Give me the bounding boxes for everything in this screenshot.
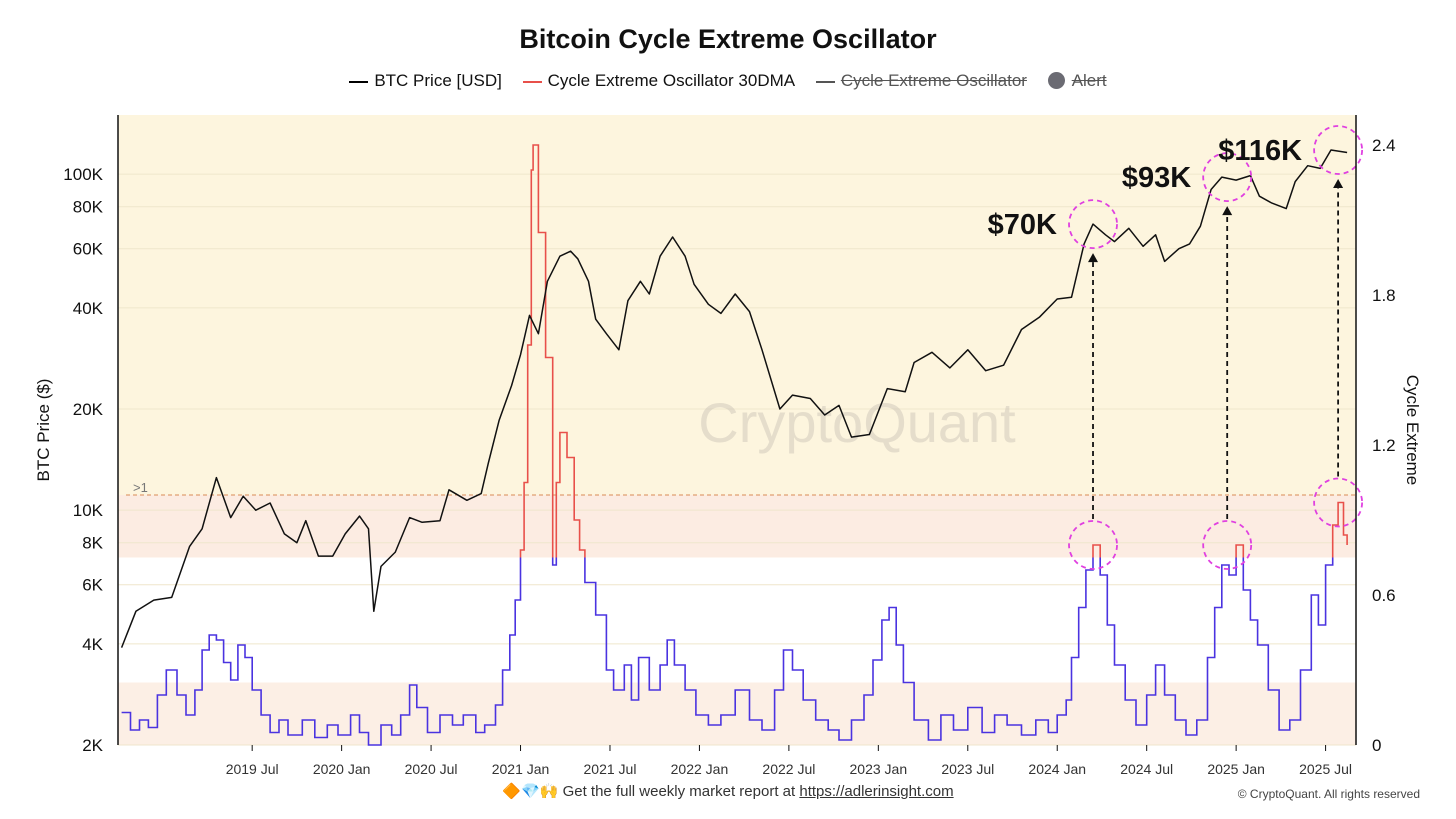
x-tick-label: 2020 Jul bbox=[405, 761, 458, 777]
left-tick-label: 80K bbox=[73, 198, 104, 217]
x-tick-label: 2025 Jul bbox=[1299, 761, 1352, 777]
copyright: © CryptoQuant. All rights reserved bbox=[1237, 787, 1420, 801]
left-tick-label: 100K bbox=[63, 165, 103, 184]
legend: BTC Price [USD] Cycle Extreme Oscillator… bbox=[0, 71, 1456, 91]
alert-zone-band bbox=[118, 495, 1356, 558]
legend-label: BTC Price [USD] bbox=[374, 71, 502, 90]
peak-annotation: $70K bbox=[988, 209, 1057, 241]
x-tick-label: 2020 Jan bbox=[313, 761, 371, 777]
oscillator-peak-circle bbox=[1068, 520, 1118, 570]
low-zone-band bbox=[118, 682, 1356, 745]
right-tick-label: 0.6 bbox=[1372, 586, 1396, 605]
oscillator-series-line bbox=[121, 557, 1334, 746]
left-tick-label: 4K bbox=[82, 635, 103, 654]
upper-band bbox=[118, 115, 1356, 495]
x-tick-label: 2021 Jul bbox=[584, 761, 637, 777]
left-tick-label: 2K bbox=[82, 736, 103, 755]
x-tick-label: 2022 Jul bbox=[762, 761, 815, 777]
btc-price-line bbox=[120, 149, 1348, 648]
x-tick-label: 2024 Jan bbox=[1028, 761, 1086, 777]
footer: 🔶💎🙌 Get the full weekly market report at… bbox=[0, 782, 1456, 800]
left-tick-label: 20K bbox=[73, 400, 104, 419]
price-peak-circle bbox=[1202, 152, 1253, 203]
peak-annotation: $93K bbox=[1122, 162, 1191, 194]
arrowhead bbox=[1333, 179, 1344, 189]
legend-label: Cycle Extreme Oscillator bbox=[840, 71, 1027, 90]
x-tick-label: 2021 Jan bbox=[492, 761, 550, 777]
right-tick-label: 1.2 bbox=[1372, 436, 1396, 455]
alert-dot-icon bbox=[1047, 72, 1065, 89]
legend-item-alert[interactable]: Alert bbox=[1047, 71, 1107, 91]
x-tick-label: 2023 Jul bbox=[941, 761, 994, 777]
left-axis-label: BTC Price ($) bbox=[34, 378, 53, 482]
threshold-label: >1 bbox=[133, 480, 148, 495]
x-tick-label: 2019 Jul bbox=[226, 761, 279, 777]
legend-label: Cycle Extreme Oscillator 30DMA bbox=[547, 71, 796, 90]
legend-item-oscillator-30dma[interactable]: Cycle Extreme Oscillator 30DMA bbox=[522, 71, 796, 91]
oscillator-peak-circle bbox=[1202, 520, 1253, 570]
legend-item-btc-price[interactable]: BTC Price [USD] bbox=[349, 71, 502, 91]
peak-annotation: $116K bbox=[1218, 135, 1302, 167]
left-tick-label: 40K bbox=[73, 299, 104, 318]
left-tick-label: 8K bbox=[82, 534, 103, 553]
x-tick-label: 2022 Jan bbox=[671, 761, 729, 777]
watermark: CryptoQuant bbox=[698, 391, 1016, 454]
footer-emojis: 🔶💎🙌 bbox=[502, 783, 559, 800]
left-tick-label: 10K bbox=[73, 501, 104, 520]
chart-title: Bitcoin Cycle Extreme Oscillator bbox=[519, 24, 937, 54]
legend-item-oscillator[interactable]: Cycle Extreme Oscillator bbox=[815, 71, 1027, 91]
left-tick-label: 60K bbox=[73, 240, 104, 259]
x-tick-label: 2025 Jan bbox=[1207, 761, 1265, 777]
right-tick-label: 0 bbox=[1372, 736, 1381, 755]
report-link[interactable]: https://adlerinsight.com bbox=[799, 783, 954, 800]
footer-text: Get the full weekly market report at bbox=[562, 783, 796, 800]
right-axis-label: Cycle Extreme bbox=[1403, 374, 1422, 486]
x-tick-label: 2024 Jul bbox=[1120, 761, 1173, 777]
x-tick-label: 2023 Jan bbox=[850, 761, 908, 777]
arrowhead bbox=[1088, 253, 1099, 263]
right-tick-label: 1.8 bbox=[1372, 286, 1396, 305]
oscillator-peak-circle bbox=[1313, 477, 1364, 528]
left-tick-label: 6K bbox=[82, 576, 103, 595]
arrowhead bbox=[1222, 206, 1233, 216]
price-peak-circle bbox=[1068, 199, 1118, 250]
legend-label: Alert bbox=[1071, 71, 1107, 90]
right-tick-label: 2.4 bbox=[1372, 136, 1396, 155]
price-peak-circle bbox=[1313, 125, 1364, 175]
